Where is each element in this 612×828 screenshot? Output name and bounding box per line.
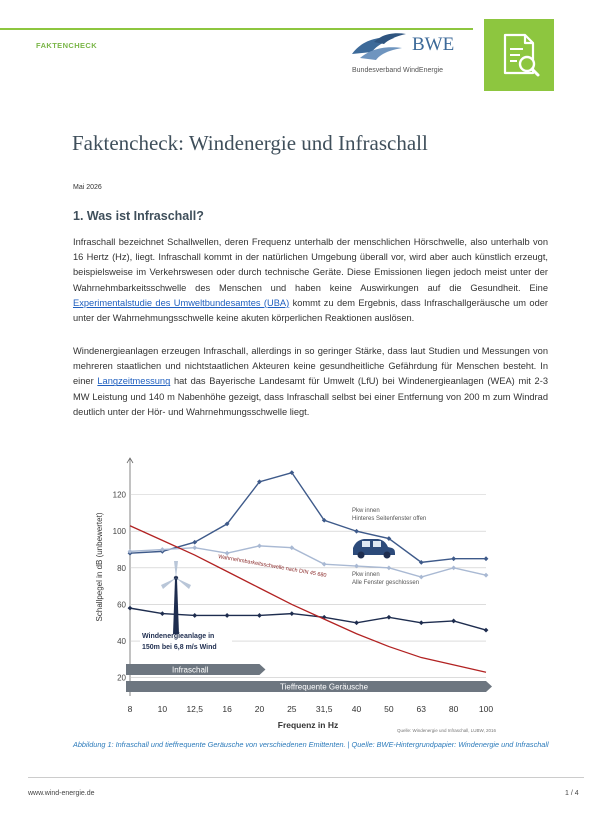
paragraph-windenergie: Windenergieanlagen erzeugen Infraschall,…: [73, 344, 548, 420]
paragraph-text: kommt zu dem Ergebnis, dass Infraschallg…: [73, 297, 549, 324]
doc-kicker: FAKTENCHECK: [36, 41, 98, 50]
wind-turbine-icon: [161, 561, 191, 634]
x-tick-label: 20: [255, 704, 265, 714]
series-line: [129, 471, 486, 564]
long-term-measurement-link[interactable]: Langzeitmessung: [97, 376, 171, 387]
x-tick-label: 50: [384, 704, 394, 714]
chart-source: Quelle: Windenergie und Infraschall, LUB…: [397, 728, 497, 733]
x-tick-label: 10: [158, 704, 168, 714]
factcheck-badge: [484, 19, 554, 91]
annotation-car-open: Pkw innen: [352, 508, 380, 514]
data-point: [386, 565, 392, 571]
x-tick-label: 40: [352, 704, 362, 714]
footer-divider: [28, 777, 584, 778]
infraschall-band: [126, 664, 266, 675]
publication-date: Mai 2026: [73, 184, 102, 191]
annotation-car-closed: Alle Fenster geschlossen: [352, 580, 419, 586]
data-point: [257, 613, 262, 618]
x-tick-label: 25: [287, 704, 297, 714]
annotation-wea: 150m bei 6,8 m/s Wind: [142, 644, 217, 651]
data-point: [192, 539, 198, 545]
wea-label-box: [140, 629, 232, 654]
x-tick-label: 63: [417, 704, 427, 714]
data-point: [451, 618, 457, 624]
logo-subtitle: Bundesverband WindEnergie: [352, 67, 444, 74]
y-tick-label: 100: [113, 527, 127, 536]
data-point: [386, 536, 392, 541]
data-point: [127, 605, 133, 611]
x-tick-label: 12,5: [186, 704, 203, 714]
tieffrequent-band: [126, 681, 492, 692]
series-line: [129, 607, 487, 631]
data-point: [483, 627, 489, 633]
y-tick-label: 80: [117, 564, 126, 573]
y-tick-label: 20: [117, 674, 126, 683]
data-point: [192, 545, 198, 551]
infraschall-band-label: Infraschall: [172, 666, 209, 675]
annotation-wea: Windenergieanlage in: [142, 633, 214, 640]
data-point: [354, 620, 359, 626]
data-point: [159, 611, 165, 617]
x-tick-label: 100: [479, 704, 493, 714]
paragraph-text: hat das Bayerische Landesamt für Umwelt …: [73, 376, 548, 417]
data-point: [483, 572, 489, 578]
data-point: [354, 563, 359, 569]
section-heading: 1. Was ist Infraschall?: [73, 209, 204, 223]
data-point: [451, 556, 457, 562]
paragraph-text: Windenergieanlagen erzeugen Infraschall,…: [73, 346, 548, 387]
data-point: [483, 556, 489, 562]
data-point: [224, 550, 230, 556]
series-line: [129, 545, 487, 578]
x-tick-label: 31,5: [316, 704, 333, 714]
data-point: [257, 543, 262, 549]
footer-url: www.wind-energie.de: [28, 790, 95, 797]
y-tick-label: 40: [117, 637, 126, 646]
data-point: [354, 528, 359, 534]
data-point: [257, 479, 262, 485]
data-point: [321, 561, 327, 567]
data-point: [321, 614, 327, 620]
data-point: [289, 470, 295, 476]
data-point: [159, 547, 165, 552]
data-point: [451, 565, 457, 571]
data-point: [418, 620, 424, 626]
paragraph-text: Infraschall bezeichnet Schallwellen, der…: [73, 237, 548, 293]
uba-study-link[interactable]: Experimentalstudie des Umweltbundesamtes…: [73, 297, 290, 308]
y-axis-arrow: [126, 457, 134, 464]
y-tick-label: 60: [117, 600, 126, 609]
sound-level-chart: 20 40 60 80 100 120 Schallpegel in dB (unbewer…: [95, 457, 497, 733]
document-search-icon: [503, 33, 540, 77]
data-point: [386, 614, 392, 620]
page-title: Faktencheck: Windenergie und Infraschall: [72, 131, 428, 155]
x-axis-label: Frequenz in Hz: [278, 720, 338, 730]
data-point: [321, 517, 327, 523]
data-point: [224, 521, 230, 527]
annotation-car-closed: Pkw innen: [352, 572, 380, 578]
x-tick-label: 8: [128, 704, 133, 714]
data-point: [418, 574, 424, 580]
y-axis-label: Schallpegel in dB (unbewertet): [95, 512, 104, 621]
figure-caption: Abbildung 1: Infraschall und tieffrequen…: [73, 740, 549, 749]
tieffrequent-band-label: Tieffrequente Geräusche: [280, 683, 369, 692]
data-point: [224, 613, 230, 618]
data-point: [192, 613, 198, 618]
data-point: [127, 548, 133, 554]
x-tick-label: 16: [222, 704, 232, 714]
top-accent-bar: [0, 28, 473, 30]
data-point: [418, 559, 424, 565]
y-tick-label: 120: [113, 491, 127, 500]
page-number: 1 / 4: [565, 790, 579, 797]
data-point: [289, 611, 295, 617]
bwe-bird-logo: [352, 33, 406, 60]
annotation-car-open: Hinteres Seitenfenster offen: [352, 516, 426, 522]
x-tick-label: 80: [449, 704, 459, 714]
data-point: [289, 545, 295, 551]
series-line: [129, 525, 487, 673]
car-icon: [353, 539, 395, 559]
logo-wordmark: BWE: [412, 34, 455, 55]
paragraph-infraschall: Infraschall bezeichnet Schallwellen, der…: [73, 235, 548, 326]
